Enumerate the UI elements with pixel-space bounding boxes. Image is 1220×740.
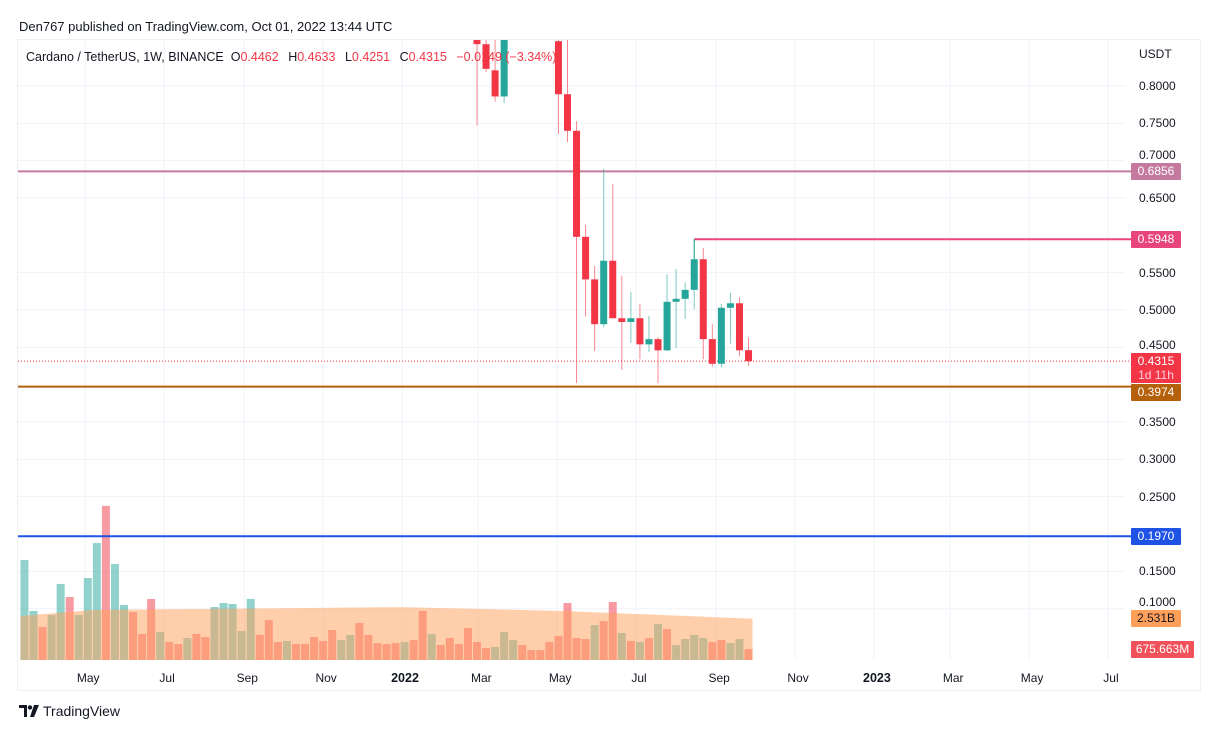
open-value: 0.4462 [240,50,279,64]
candle-body [554,41,562,95]
last-price-value: 0.4315 [1137,354,1175,369]
x-tick-label: Sep [236,671,258,685]
y-tick-label: 0.3500 [1139,415,1176,429]
candle-body [618,318,626,322]
x-tick-label: Sep [708,671,730,685]
tradingview-logo-icon [19,705,39,717]
x-tick-label: May [1020,671,1044,685]
candle-body [745,350,753,362]
high-value: 0.4633 [297,50,336,64]
y-tick-label: 0.6500 [1139,191,1176,205]
candle-body [690,259,698,290]
low-label: L [344,50,352,64]
candle-body [636,318,644,345]
grid [18,40,1125,660]
candle-body [663,301,671,351]
open-label: O [230,50,241,64]
x-tick-label: May [76,671,100,685]
volume-bar [101,505,110,660]
candle-body [491,70,499,97]
y-tick-label: 0.2500 [1139,489,1176,504]
volume-bar [92,543,101,660]
volume-ma-badge: 2.531B [1131,610,1181,628]
chart-frame [17,39,1201,691]
volume-ma-area [20,607,753,660]
y-tick-label: 0.7500 [1139,116,1176,131]
change-value: −0.0149 (−3.34%) [456,50,557,64]
x-tick-label: Jul [159,671,175,685]
candle-body [735,303,743,351]
candle-body [654,339,662,351]
price-unit: USDT [1139,47,1172,61]
price-line-badge: 0.6856 [1131,162,1181,180]
y-tick-label: 0.4500 [1139,338,1176,353]
y-tick-label: 0.5500 [1139,265,1176,280]
last-price-badge: 0.4315 1d 11h [1131,353,1181,384]
x-tick-label: Jul [1103,671,1119,685]
brand-name: TradingView [43,703,121,719]
candle-body [564,94,572,131]
published-caption: Den767 published on TradingView.com, Oct… [19,19,393,34]
x-tick-label: May [548,671,572,685]
candle-body [699,259,707,340]
candle-body [726,303,734,308]
volume-bar [20,560,29,660]
candle-body [609,260,617,319]
symbol-legend: Cardano / TetherUS, 1W, BINANCE O0.4462 … [26,50,562,64]
volume-last-badge: 675.663M [1131,640,1194,658]
candle-body [582,236,590,280]
candle-body [600,260,608,325]
candle-body [681,289,689,299]
y-tick-label: 0.5000 [1139,303,1176,317]
candle-body [717,307,725,364]
low-value: 0.4251 [351,50,391,64]
candle-body [672,298,680,302]
candles [473,40,753,384]
candle-body [500,40,508,97]
countdown: 1d 11h [1138,368,1174,383]
price-line-badge: 0.1970 [1131,527,1181,545]
y-tick-label: 0.8000 [1139,79,1176,93]
close-value: 0.4315 [408,50,447,64]
y-tick-label: 0.1500 [1139,564,1176,579]
y-tick-label: 0.1000 [1139,595,1176,610]
candle-body [627,318,635,322]
horizontal-lines [18,170,1131,538]
candle-body [591,279,599,325]
x-tick-label: 2022 [391,671,419,685]
candle-body [482,44,490,69]
y-tick-label: 0.7000 [1139,147,1176,162]
x-tick-label: 2023 [863,671,891,685]
candle-body [473,40,481,45]
tradingview-logo[interactable]: TradingView [19,703,120,719]
x-tick-label: Jul [631,671,647,685]
symbol-title: Cardano / TetherUS, 1W, BINANCE [26,50,224,64]
high-label: H [288,50,298,64]
price-line-badge: 0.5948 [1131,230,1181,248]
x-tick-label: Nov [315,671,337,685]
price-line-badge: 0.3974 [1131,384,1181,402]
x-tick-label: Mar [470,671,492,685]
candle-body [708,339,716,364]
candle-body [645,339,653,345]
volume-pane [20,505,753,660]
x-tick-label: Mar [942,671,964,685]
close-label: C [399,50,409,64]
x-tick-label: Nov [787,671,809,685]
y-tick-label: 0.3000 [1139,452,1176,467]
candle-body [573,130,581,237]
